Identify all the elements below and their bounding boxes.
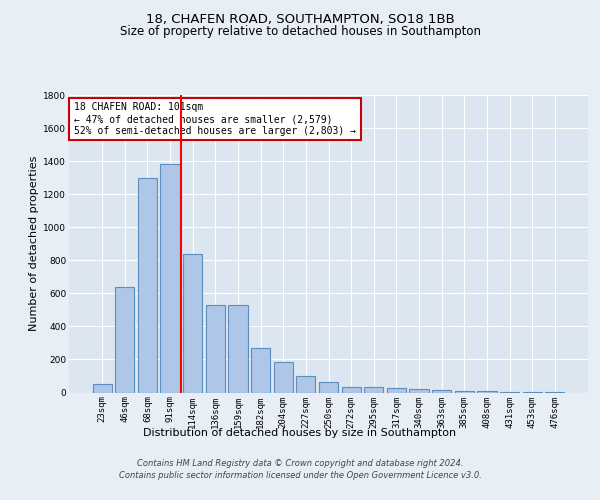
Bar bbox=[92, 384, 112, 392]
Bar bbox=[183, 254, 202, 392]
Bar bbox=[251, 348, 270, 393]
Bar bbox=[138, 178, 157, 392]
Text: 18 CHAFEN ROAD: 101sqm
← 47% of detached houses are smaller (2,579)
52% of semi-: 18 CHAFEN ROAD: 101sqm ← 47% of detached… bbox=[74, 102, 356, 136]
Text: Size of property relative to detached houses in Southampton: Size of property relative to detached ho… bbox=[119, 24, 481, 38]
Bar bbox=[364, 386, 383, 392]
Text: Contains HM Land Registry data © Crown copyright and database right 2024.: Contains HM Land Registry data © Crown c… bbox=[137, 460, 463, 468]
Text: Contains public sector information licensed under the Open Government Licence v3: Contains public sector information licen… bbox=[119, 470, 481, 480]
Bar bbox=[409, 389, 428, 392]
Text: Distribution of detached houses by size in Southampton: Distribution of detached houses by size … bbox=[143, 428, 457, 438]
Bar bbox=[477, 391, 497, 392]
Bar bbox=[432, 390, 451, 392]
Text: 18, CHAFEN ROAD, SOUTHAMPTON, SO18 1BB: 18, CHAFEN ROAD, SOUTHAMPTON, SO18 1BB bbox=[146, 14, 454, 26]
Bar bbox=[319, 382, 338, 392]
Y-axis label: Number of detached properties: Number of detached properties bbox=[29, 156, 39, 332]
Bar bbox=[206, 305, 225, 392]
Bar bbox=[229, 305, 248, 392]
Bar bbox=[296, 376, 316, 392]
Bar bbox=[341, 386, 361, 392]
Bar bbox=[274, 362, 293, 392]
Bar bbox=[160, 164, 180, 392]
Bar bbox=[387, 388, 406, 392]
Bar bbox=[115, 286, 134, 393]
Bar bbox=[455, 391, 474, 392]
